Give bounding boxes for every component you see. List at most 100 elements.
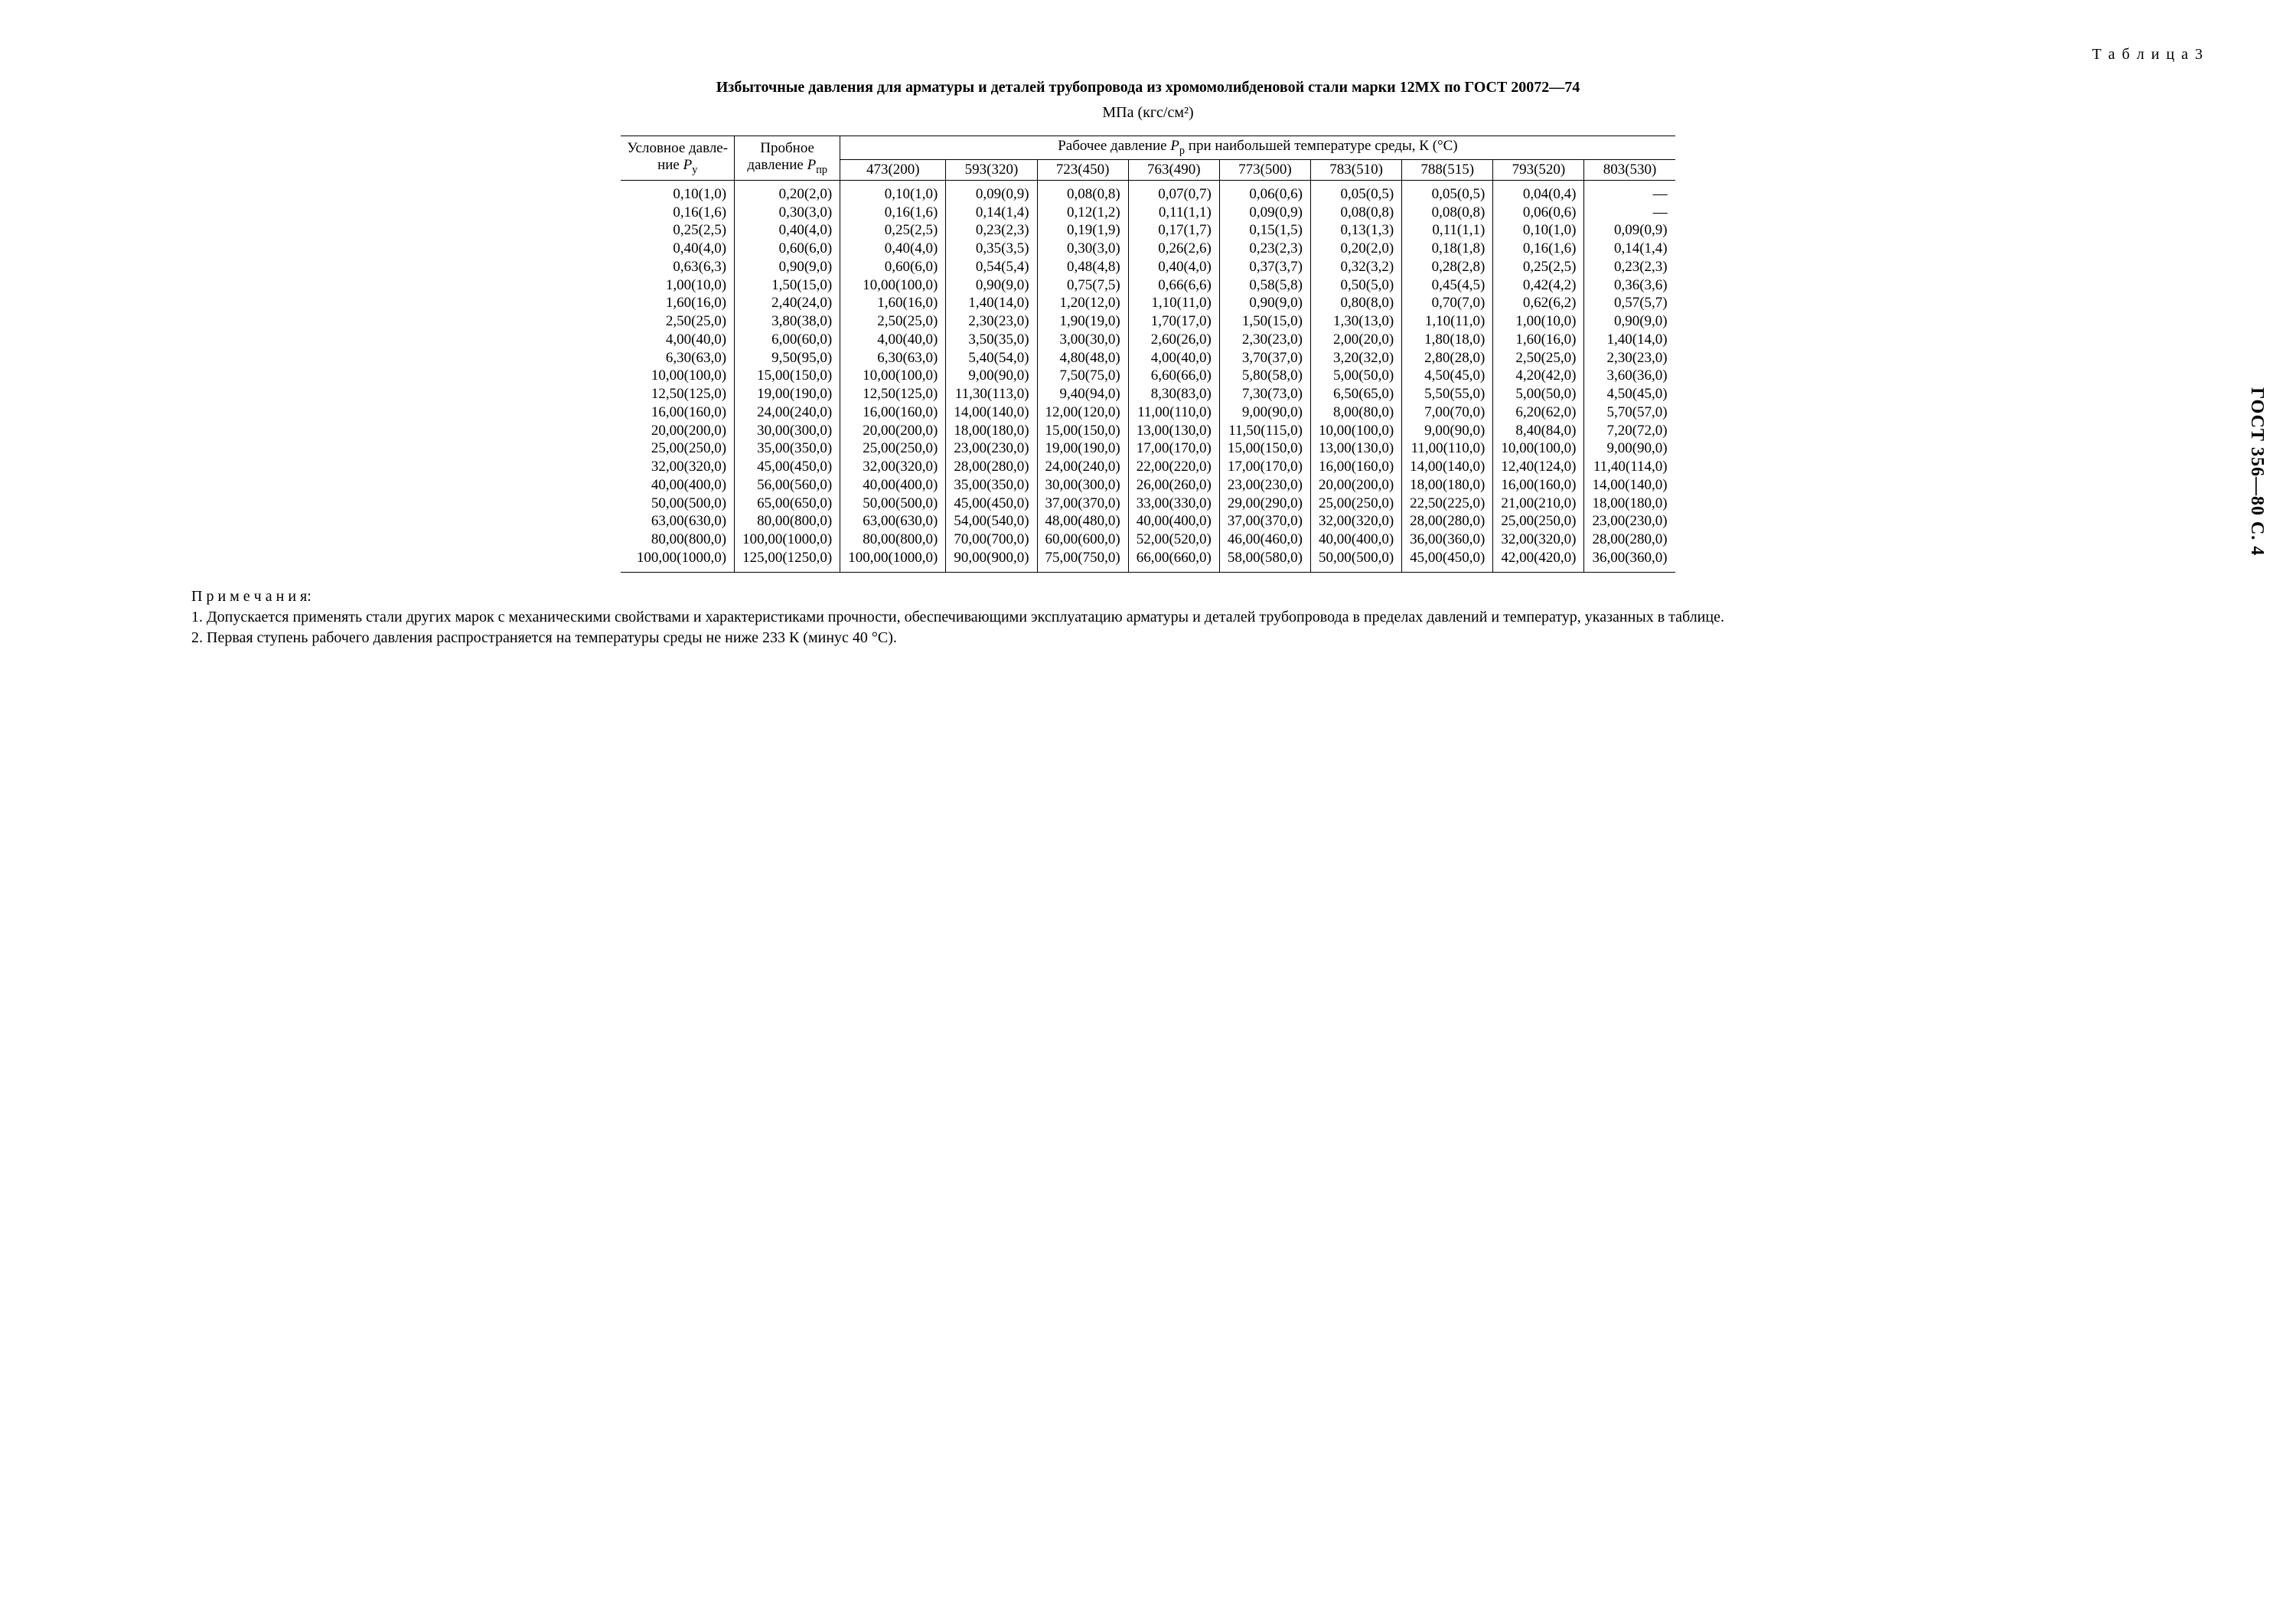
cell: 42,00(420,0) <box>1493 549 1584 572</box>
col-header-temp: 723(450) <box>1037 159 1128 180</box>
cell: 58,00(580,0) <box>1219 549 1310 572</box>
cell: 1,20(12,0) <box>1037 294 1128 312</box>
col-header-temp: 803(530) <box>1584 159 1675 180</box>
cell: 100,00(1000,0) <box>735 531 840 549</box>
cell: 12,50(125,0) <box>621 385 734 403</box>
cell: 0,16(1,6) <box>1493 240 1584 258</box>
cell: 2,30(23,0) <box>1219 331 1310 349</box>
cell: 32,00(320,0) <box>1311 512 1402 531</box>
cell: 18,00(180,0) <box>1402 476 1493 495</box>
col-header-ppr: Пробноедавление Pпр <box>735 136 840 181</box>
cell: 0,30(3,0) <box>1037 240 1128 258</box>
cell: 24,00(240,0) <box>1037 458 1128 476</box>
notes-block: П р и м е ч а н и я: 1. Допускается прим… <box>153 586 2143 648</box>
cell: 1,60(16,0) <box>621 294 734 312</box>
cell: 5,80(58,0) <box>1219 367 1310 385</box>
cell: 100,00(1000,0) <box>621 549 734 572</box>
cell: 0,10(1,0) <box>621 180 734 203</box>
cell: 8,00(80,0) <box>1311 403 1402 422</box>
cell: 13,00(130,0) <box>1128 422 1219 440</box>
cell: 0,40(4,0) <box>735 221 840 240</box>
cell: 0,57(5,7) <box>1584 294 1675 312</box>
cell: 11,00(110,0) <box>1402 439 1493 458</box>
cell: 6,30(63,0) <box>840 349 946 367</box>
cell: 11,30(113,0) <box>946 385 1037 403</box>
cell: 25,00(250,0) <box>1493 512 1584 531</box>
cell: 17,00(170,0) <box>1219 458 1310 476</box>
col-header-py: Условное давле-ние Pу <box>621 136 734 181</box>
cell: 3,20(32,0) <box>1311 349 1402 367</box>
col-header-temp: 473(200) <box>840 159 946 180</box>
cell: 45,00(450,0) <box>946 495 1037 513</box>
cell: 2,30(23,0) <box>1584 349 1675 367</box>
cell: 4,20(42,0) <box>1493 367 1584 385</box>
cell: 0,05(0,5) <box>1311 180 1402 203</box>
cell: 11,50(115,0) <box>1219 422 1310 440</box>
cell: 45,00(450,0) <box>735 458 840 476</box>
cell: 25,00(250,0) <box>621 439 734 458</box>
cell: 30,00(300,0) <box>1037 476 1128 495</box>
cell: 0,45(4,5) <box>1402 276 1493 295</box>
cell: 4,00(40,0) <box>621 331 734 349</box>
cell: — <box>1584 204 1675 222</box>
cell: 13,00(130,0) <box>1311 439 1402 458</box>
cell: 16,00(160,0) <box>1311 458 1402 476</box>
table-row: 1,00(10,0)1,50(15,0)10,00(100,0)0,90(9,0… <box>621 276 1675 295</box>
cell: 0,06(0,6) <box>1493 204 1584 222</box>
cell: 40,00(400,0) <box>1311 531 1402 549</box>
cell: 0,16(1,6) <box>840 204 946 222</box>
cell: 0,25(2,5) <box>1493 258 1584 276</box>
cell: 0,25(2,5) <box>840 221 946 240</box>
cell: 4,00(40,0) <box>840 331 946 349</box>
cell: 80,00(800,0) <box>621 531 734 549</box>
cell: 22,00(220,0) <box>1128 458 1219 476</box>
cell: 75,00(750,0) <box>1037 549 1128 572</box>
cell: 25,00(250,0) <box>840 439 946 458</box>
cell: 11,00(110,0) <box>1128 403 1219 422</box>
cell: 3,50(35,0) <box>946 331 1037 349</box>
cell: 0,12(1,2) <box>1037 204 1128 222</box>
cell: 63,00(630,0) <box>621 512 734 531</box>
cell: 25,00(250,0) <box>1311 495 1402 513</box>
cell: 36,00(360,0) <box>1584 549 1675 572</box>
cell: 36,00(360,0) <box>1402 531 1493 549</box>
col-header-temp: 763(490) <box>1128 159 1219 180</box>
table-row: 32,00(320,0)45,00(450,0)32,00(320,0)28,0… <box>621 458 1675 476</box>
cell: 0,14(1,4) <box>1584 240 1675 258</box>
cell: 1,10(11,0) <box>1128 294 1219 312</box>
cell: 14,00(140,0) <box>1584 476 1675 495</box>
cell: 37,00(370,0) <box>1037 495 1128 513</box>
cell: 19,00(190,0) <box>1037 439 1128 458</box>
cell: 2,50(25,0) <box>1493 349 1584 367</box>
cell: 0,26(2,6) <box>1128 240 1219 258</box>
cell: 48,00(480,0) <box>1037 512 1128 531</box>
cell: 4,50(45,0) <box>1402 367 1493 385</box>
cell: 3,70(37,0) <box>1219 349 1310 367</box>
cell: 28,00(280,0) <box>946 458 1037 476</box>
cell: 2,50(25,0) <box>840 312 946 331</box>
cell: 3,60(36,0) <box>1584 367 1675 385</box>
cell: 18,00(180,0) <box>1584 495 1675 513</box>
cell: 0,75(7,5) <box>1037 276 1128 295</box>
cell: 0,40(4,0) <box>1128 258 1219 276</box>
table-row: 80,00(800,0)100,00(1000,0)80,00(800,0)70… <box>621 531 1675 549</box>
table-row: 1,60(16,0)2,40(24,0)1,60(16,0)1,40(14,0)… <box>621 294 1675 312</box>
table-row: 0,63(6,3)0,90(9,0)0,60(6,0)0,54(5,4)0,48… <box>621 258 1675 276</box>
cell: 1,60(16,0) <box>840 294 946 312</box>
cell: 20,00(200,0) <box>621 422 734 440</box>
cell: 0,60(6,0) <box>840 258 946 276</box>
cell: 6,00(60,0) <box>735 331 840 349</box>
cell: 12,50(125,0) <box>840 385 946 403</box>
pressure-table: Условное давле-ние Pу Пробноедавление Pп… <box>621 136 1675 573</box>
cell: 1,40(14,0) <box>1584 331 1675 349</box>
table-row: 40,00(400,0)56,00(560,0)40,00(400,0)35,0… <box>621 476 1675 495</box>
col-header-temp: 593(320) <box>946 159 1037 180</box>
table-row: 6,30(63,0)9,50(95,0)6,30(63,0)5,40(54,0)… <box>621 349 1675 367</box>
table-row: 63,00(630,0)80,00(800,0)63,00(630,0)54,0… <box>621 512 1675 531</box>
cell: 21,00(210,0) <box>1493 495 1584 513</box>
cell: 0,66(6,6) <box>1128 276 1219 295</box>
table-row: 16,00(160,0)24,00(240,0)16,00(160,0)14,0… <box>621 403 1675 422</box>
table-row: 4,00(40,0)6,00(60,0)4,00(40,0)3,50(35,0)… <box>621 331 1675 349</box>
cell: 0,09(0,9) <box>1584 221 1675 240</box>
side-doc-label: ГОСТ 356—80 С. 4 <box>2246 387 2267 556</box>
